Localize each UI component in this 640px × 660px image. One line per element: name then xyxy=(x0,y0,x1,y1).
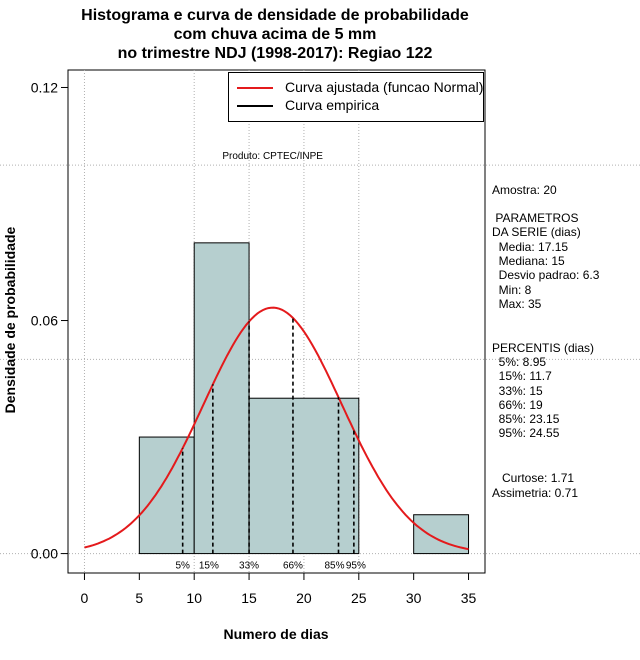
x-tick-label: 25 xyxy=(351,590,367,606)
x-tick-label: 20 xyxy=(296,590,312,606)
chart-legend: Curva ajustada (funcao Normal) Curva emp… xyxy=(228,72,484,122)
histogram-bar-1 xyxy=(193,242,250,555)
params-title-2: DA SERIE (dias) xyxy=(492,225,581,239)
percentil-15: 15%: 11.7 xyxy=(492,369,552,383)
histogram-bar-0 xyxy=(138,436,195,555)
histogram-bar-3 xyxy=(413,514,470,555)
params-title-1: PARAMETROS xyxy=(492,211,579,225)
percentile-label: 85% xyxy=(324,561,344,572)
percentile-label: 5% xyxy=(175,561,190,572)
y-axis-label: Densidade de probabilidade xyxy=(2,226,18,414)
y-tick-label: 0.00 xyxy=(31,546,58,562)
legend-swatch-empirical xyxy=(237,105,273,107)
legend-label-normal: Curva ajustada (funcao Normal) xyxy=(285,79,484,95)
param-media: Media: 17.15 xyxy=(492,240,569,254)
legend-swatch-normal xyxy=(237,87,273,89)
percentis-title: PERCENTIS (dias) xyxy=(492,341,595,355)
chart-title-line-2: com chuva acima de 5 mm xyxy=(173,26,377,43)
param-desvio: Desvio padrao: 6.3 xyxy=(492,268,600,282)
param-max: Max: 35 xyxy=(492,297,542,311)
percentil-33: 33%: 15 xyxy=(492,384,543,398)
chart-title-line-3: no trimestre NDJ (1998-2017): Regiao 122 xyxy=(117,45,433,62)
stat-curtose: Curtose: 1.71 xyxy=(492,471,575,485)
param-mediana: Mediana: 15 xyxy=(492,254,565,268)
normal-curve xyxy=(84,306,469,551)
product-note: Produto: CPTEC/INPE xyxy=(222,151,323,162)
percentil-66: 66%: 19 xyxy=(492,398,543,412)
stat-assimetria: Assimetria: 0.71 xyxy=(492,486,579,500)
percentil-95: 95%: 24.55 xyxy=(492,426,560,440)
stat-sample: Amostra: 20 xyxy=(492,183,557,197)
legend-label-empirical: Curva empirica xyxy=(285,97,380,113)
x-axis-label: Numero de dias xyxy=(223,626,329,642)
x-tick-label: 10 xyxy=(186,590,202,606)
percentile-label: 95% xyxy=(346,561,366,572)
y-tick-label: 0.06 xyxy=(31,313,58,329)
x-tick-label: 15 xyxy=(241,590,257,606)
chart-title-line-1: Histograma e curva de densidade de proba… xyxy=(81,7,469,24)
percentile-label: 66% xyxy=(283,561,303,572)
param-min: Min: 8 xyxy=(492,283,532,297)
y-tick-label: 0.12 xyxy=(31,79,58,95)
x-tick-label: 5 xyxy=(135,590,143,606)
percentil-5: 5%: 8.95 xyxy=(492,355,547,369)
x-tick-label: 30 xyxy=(406,590,422,606)
percentile-label: 15% xyxy=(199,561,219,572)
histogram-bar-2 xyxy=(248,397,360,555)
percentil-85: 85%: 23.15 xyxy=(492,412,560,426)
x-tick-label: 35 xyxy=(461,590,477,606)
x-tick-label: 0 xyxy=(81,590,89,606)
percentile-label: 33% xyxy=(239,561,259,572)
